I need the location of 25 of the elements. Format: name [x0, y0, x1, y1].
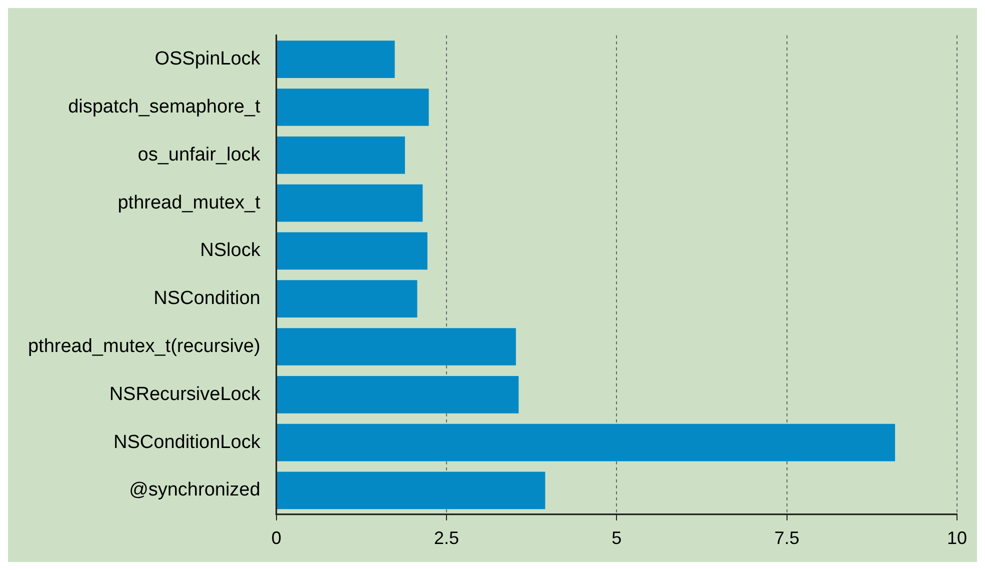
- y-tick-label: pthread_mutex_t: [118, 192, 262, 214]
- bar: [276, 184, 423, 222]
- x-tick-label: 0: [271, 528, 282, 548]
- y-tick-label: os_unfair_lock: [138, 144, 261, 166]
- x-tick-label: 5: [612, 528, 622, 548]
- bar: [276, 136, 405, 174]
- y-tick-label: @synchronized: [129, 480, 260, 501]
- x-tick-label: 2.5: [434, 528, 460, 548]
- bar: [276, 424, 896, 462]
- y-tick-label: NSCondition: [154, 288, 260, 310]
- y-tick-label: OSSpinLock: [154, 48, 261, 70]
- bar: [276, 88, 429, 126]
- y-tick-label: dispatch_semaphore_t: [68, 96, 262, 118]
- y-tick-label: NSConditionLock: [114, 432, 261, 453]
- x-tick-label: 10: [946, 528, 968, 548]
- bar: [276, 232, 428, 270]
- y-tick-label: NSlock: [200, 240, 261, 262]
- y-tick-label: pthread_mutex_t(recursive): [28, 336, 260, 357]
- bar: [276, 280, 418, 318]
- y-tick-label: NSRecursiveLock: [109, 384, 261, 405]
- bar: [276, 40, 395, 78]
- bar: [276, 472, 546, 510]
- x-tick-label: 7.5: [774, 528, 800, 548]
- bar: [276, 328, 516, 366]
- bar: [276, 376, 519, 414]
